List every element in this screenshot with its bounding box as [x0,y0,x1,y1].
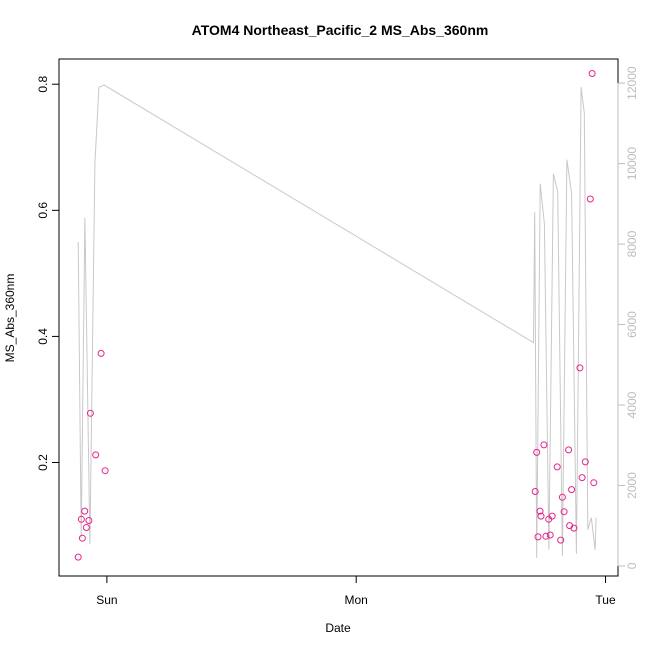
x-tick-label: Tue [595,593,616,607]
data-point [588,70,596,77]
series-line-group [77,84,597,558]
bottom-axis: Sun Mon Tue [96,575,616,607]
data-point [581,458,589,466]
data-point [586,195,594,203]
data-point [85,517,93,524]
series-points-group [74,70,598,561]
data-point [86,409,94,417]
data-point [81,507,89,515]
x-axis-label: Date [325,621,351,635]
x-tick-label: Mon [345,593,368,607]
data-point [533,448,541,456]
data-point [537,512,545,520]
data-point [92,451,100,459]
data-point [546,531,554,539]
data-point [97,349,105,357]
data-point [534,533,542,541]
y2-tick-label: 10000 [625,147,639,181]
data-point [540,441,548,449]
y2-tick-label: 12000 [625,66,639,100]
right-axis: 0 2000 4000 6000 8000 10000 12000 [617,66,639,569]
data-point [77,515,85,523]
y-tick-label: 0.6 [36,202,50,219]
data-point [565,446,573,454]
data-point [578,474,586,482]
y-tick-label: 0.8 [36,76,50,93]
data-point [590,479,598,487]
y2-tick-label: 0 [625,562,639,569]
y-tick-label: 0.2 [36,454,50,471]
data-point [74,553,82,561]
data-point [101,467,109,475]
data-point [536,507,544,515]
data-point [558,493,566,501]
data-point [553,463,561,471]
y2-tick-label: 6000 [625,311,639,338]
y2-tick-label: 4000 [625,391,639,418]
y-tick-label: 0.4 [36,328,50,345]
data-point [542,532,550,540]
data-point [548,512,556,520]
y2-tick-label: 8000 [625,230,639,257]
data-point [531,488,539,495]
series-line [77,84,597,558]
y-axis-label: MS_Abs_360nm [3,274,17,363]
data-point [568,486,576,494]
y2-tick-label: 2000 [625,472,639,499]
data-point [557,536,565,544]
chart-title: ATOM4 Northeast_Pacific_2 MS_Abs_360nm [192,22,489,38]
data-point [82,524,90,531]
data-point [78,534,86,542]
left-axis: 0.2 0.4 0.6 0.8 [36,76,60,471]
x-tick-label: Sun [96,593,117,607]
data-point [570,524,578,532]
data-point [576,364,584,372]
data-point [560,508,568,516]
